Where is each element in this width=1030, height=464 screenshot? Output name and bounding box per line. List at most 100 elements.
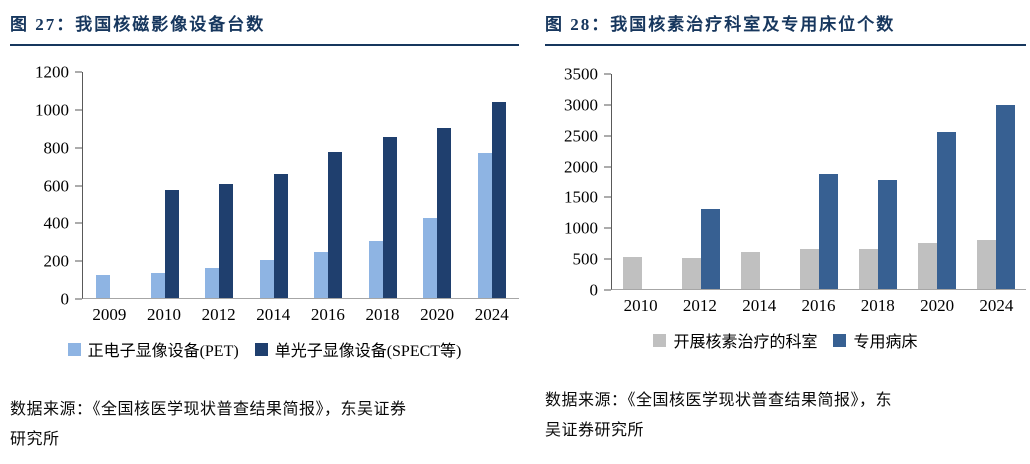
x-axis-tick-label: 2018 [860,296,895,315]
y-axis-tick-label: 0 [589,280,598,300]
y-axis-tick-mark [603,104,611,106]
y-axis-tick-label: 200 [43,251,70,271]
legend-swatch [254,342,268,356]
bar [437,127,452,298]
bar-group [967,74,1026,289]
figure-28-chart: 0 500 1000 1500 2000 2500 3000 3500 2010 2012 201… [545,66,1026,352]
y-axis-tick-mark [603,135,611,137]
figure-27-source-note: 数据来源：《全国核医学现状普查结果简报》，东吴证券 研究所 [10,401,407,448]
figure-27-panel: 图 27：我国核磁影像设备台数 0 200 400 600 800 1000 1200 20… [10,8,519,454]
bar [740,252,760,289]
x-axis-tick-label: 2009 [92,305,127,324]
bar-group [301,72,356,298]
bar [918,242,938,289]
y-axis-tick-mark [75,109,82,111]
x-axis-labels: 2009 2010 2012 2014 2016 2018 2020 2024 [82,299,519,325]
bar [314,251,329,298]
plot-area [82,72,519,299]
x-axis-tick-label: 2016 [310,305,345,324]
y-axis-tick-label: 2000 [563,157,598,177]
y-axis-tick-label: 400 [43,213,70,233]
y-axis-tick-mark [75,147,82,149]
y-axis-tick-label: 2500 [563,126,598,146]
y-axis-tick-mark [603,73,611,75]
bar [700,209,720,289]
bar-group [83,72,138,298]
bar [859,249,879,289]
bar-group [789,74,848,289]
bar-group [410,72,465,298]
bar-group [356,72,411,298]
plot-area [610,74,1026,290]
y-axis-tick-label: 500 [572,249,598,269]
bar [205,267,220,298]
bar [368,240,383,298]
y-axis-tick-label: 0 [60,289,70,309]
legend-swatch [67,342,81,356]
bar [273,173,288,298]
figure-27-chart: 0 200 400 600 800 1000 1200 2009 2010 2012 2014 20… [10,64,519,361]
y-axis-tick-mark [75,185,82,186]
plot-wrap: 0 500 1000 1500 2000 2500 3000 3500 [545,66,1026,299]
y-axis-tick-label: 600 [43,176,70,195]
figure-28-panel: 图 28：我国核素治疗科室及专用床位个数 0 500 1000 1500 2000 250… [544,8,1026,454]
bar [150,272,165,298]
y-axis-tick-mark [603,289,611,291]
bar [996,104,1016,289]
bar [491,102,506,298]
figure-28-title: 图 28：我国核素治疗科室及专用床位个数 [544,8,1026,46]
y-axis: 0 500 1000 1500 2000 2500 3000 3500 [545,66,611,299]
bar [977,240,997,289]
bar [382,136,397,298]
bar-group [138,72,193,298]
x-axis-tick-label: 2020 [420,305,455,324]
legend: 开展核素治疗的科室 专用病床 [545,328,1026,352]
y-axis-tick-label: 3000 [563,95,598,115]
bar [96,275,111,298]
y-axis-tick-label: 1500 [563,187,598,207]
bar-group [849,74,908,289]
bar [622,257,642,289]
y-axis-tick-label: 1200 [35,62,69,82]
legend-label: 正电子显像设备(PET) [87,343,239,360]
legend-swatch [653,333,667,347]
y-axis-tick-mark [75,298,82,300]
figure-28-source-note: 数据来源：《全国核医学现状普查结果简报》，东 吴证券研究所 [544,392,892,439]
y-axis-tick-mark [603,227,611,229]
y-axis-tick-mark [75,260,82,262]
bar [799,249,819,289]
bar [164,189,179,298]
bar [423,217,438,298]
y-axis-tick-label: 1000 [563,218,598,238]
x-axis-tick-label: 2018 [365,305,400,324]
bar [219,184,234,298]
legend: 正电子显像设备(PET) 单光子显像设备(SPECT等) [10,337,519,361]
legend-swatch [833,333,847,347]
bar [259,260,274,298]
bar-group [730,74,789,289]
x-axis-tick-label: 2010 [146,305,181,324]
y-axis-tick-mark [603,196,611,198]
bar [937,132,957,289]
y-axis-tick-label: 3500 [563,64,598,84]
figure-27-title: 图 27：我国核磁影像设备台数 [10,8,519,46]
x-axis-tick-label: 2020 [920,296,955,315]
legend-item: 正电子显像设备(PET) [67,337,239,361]
legend-item: 专用病床 [833,328,918,352]
x-axis-tick-label: 2024 [474,305,509,324]
bar-group [192,72,247,298]
legend-label: 专用病床 [853,334,918,351]
y-axis-tick-mark [603,258,611,260]
y-axis: 0 200 400 600 800 1000 1200 [10,64,82,308]
x-axis-tick-label: 2012 [201,305,236,324]
plot-wrap: 0 200 400 600 800 1000 1200 [10,64,519,308]
x-axis-labels: 2010 2012 2014 2016 2018 2020 2024 [611,290,1026,316]
x-axis-tick-label: 2014 [256,305,291,324]
y-axis-tick-label: 1000 [35,100,69,120]
bar [681,257,701,289]
x-axis-tick-label: 2010 [623,296,658,315]
bar-group [247,72,302,298]
y-axis-tick-mark [75,222,82,224]
bar [818,173,838,289]
bar-group [612,74,671,289]
